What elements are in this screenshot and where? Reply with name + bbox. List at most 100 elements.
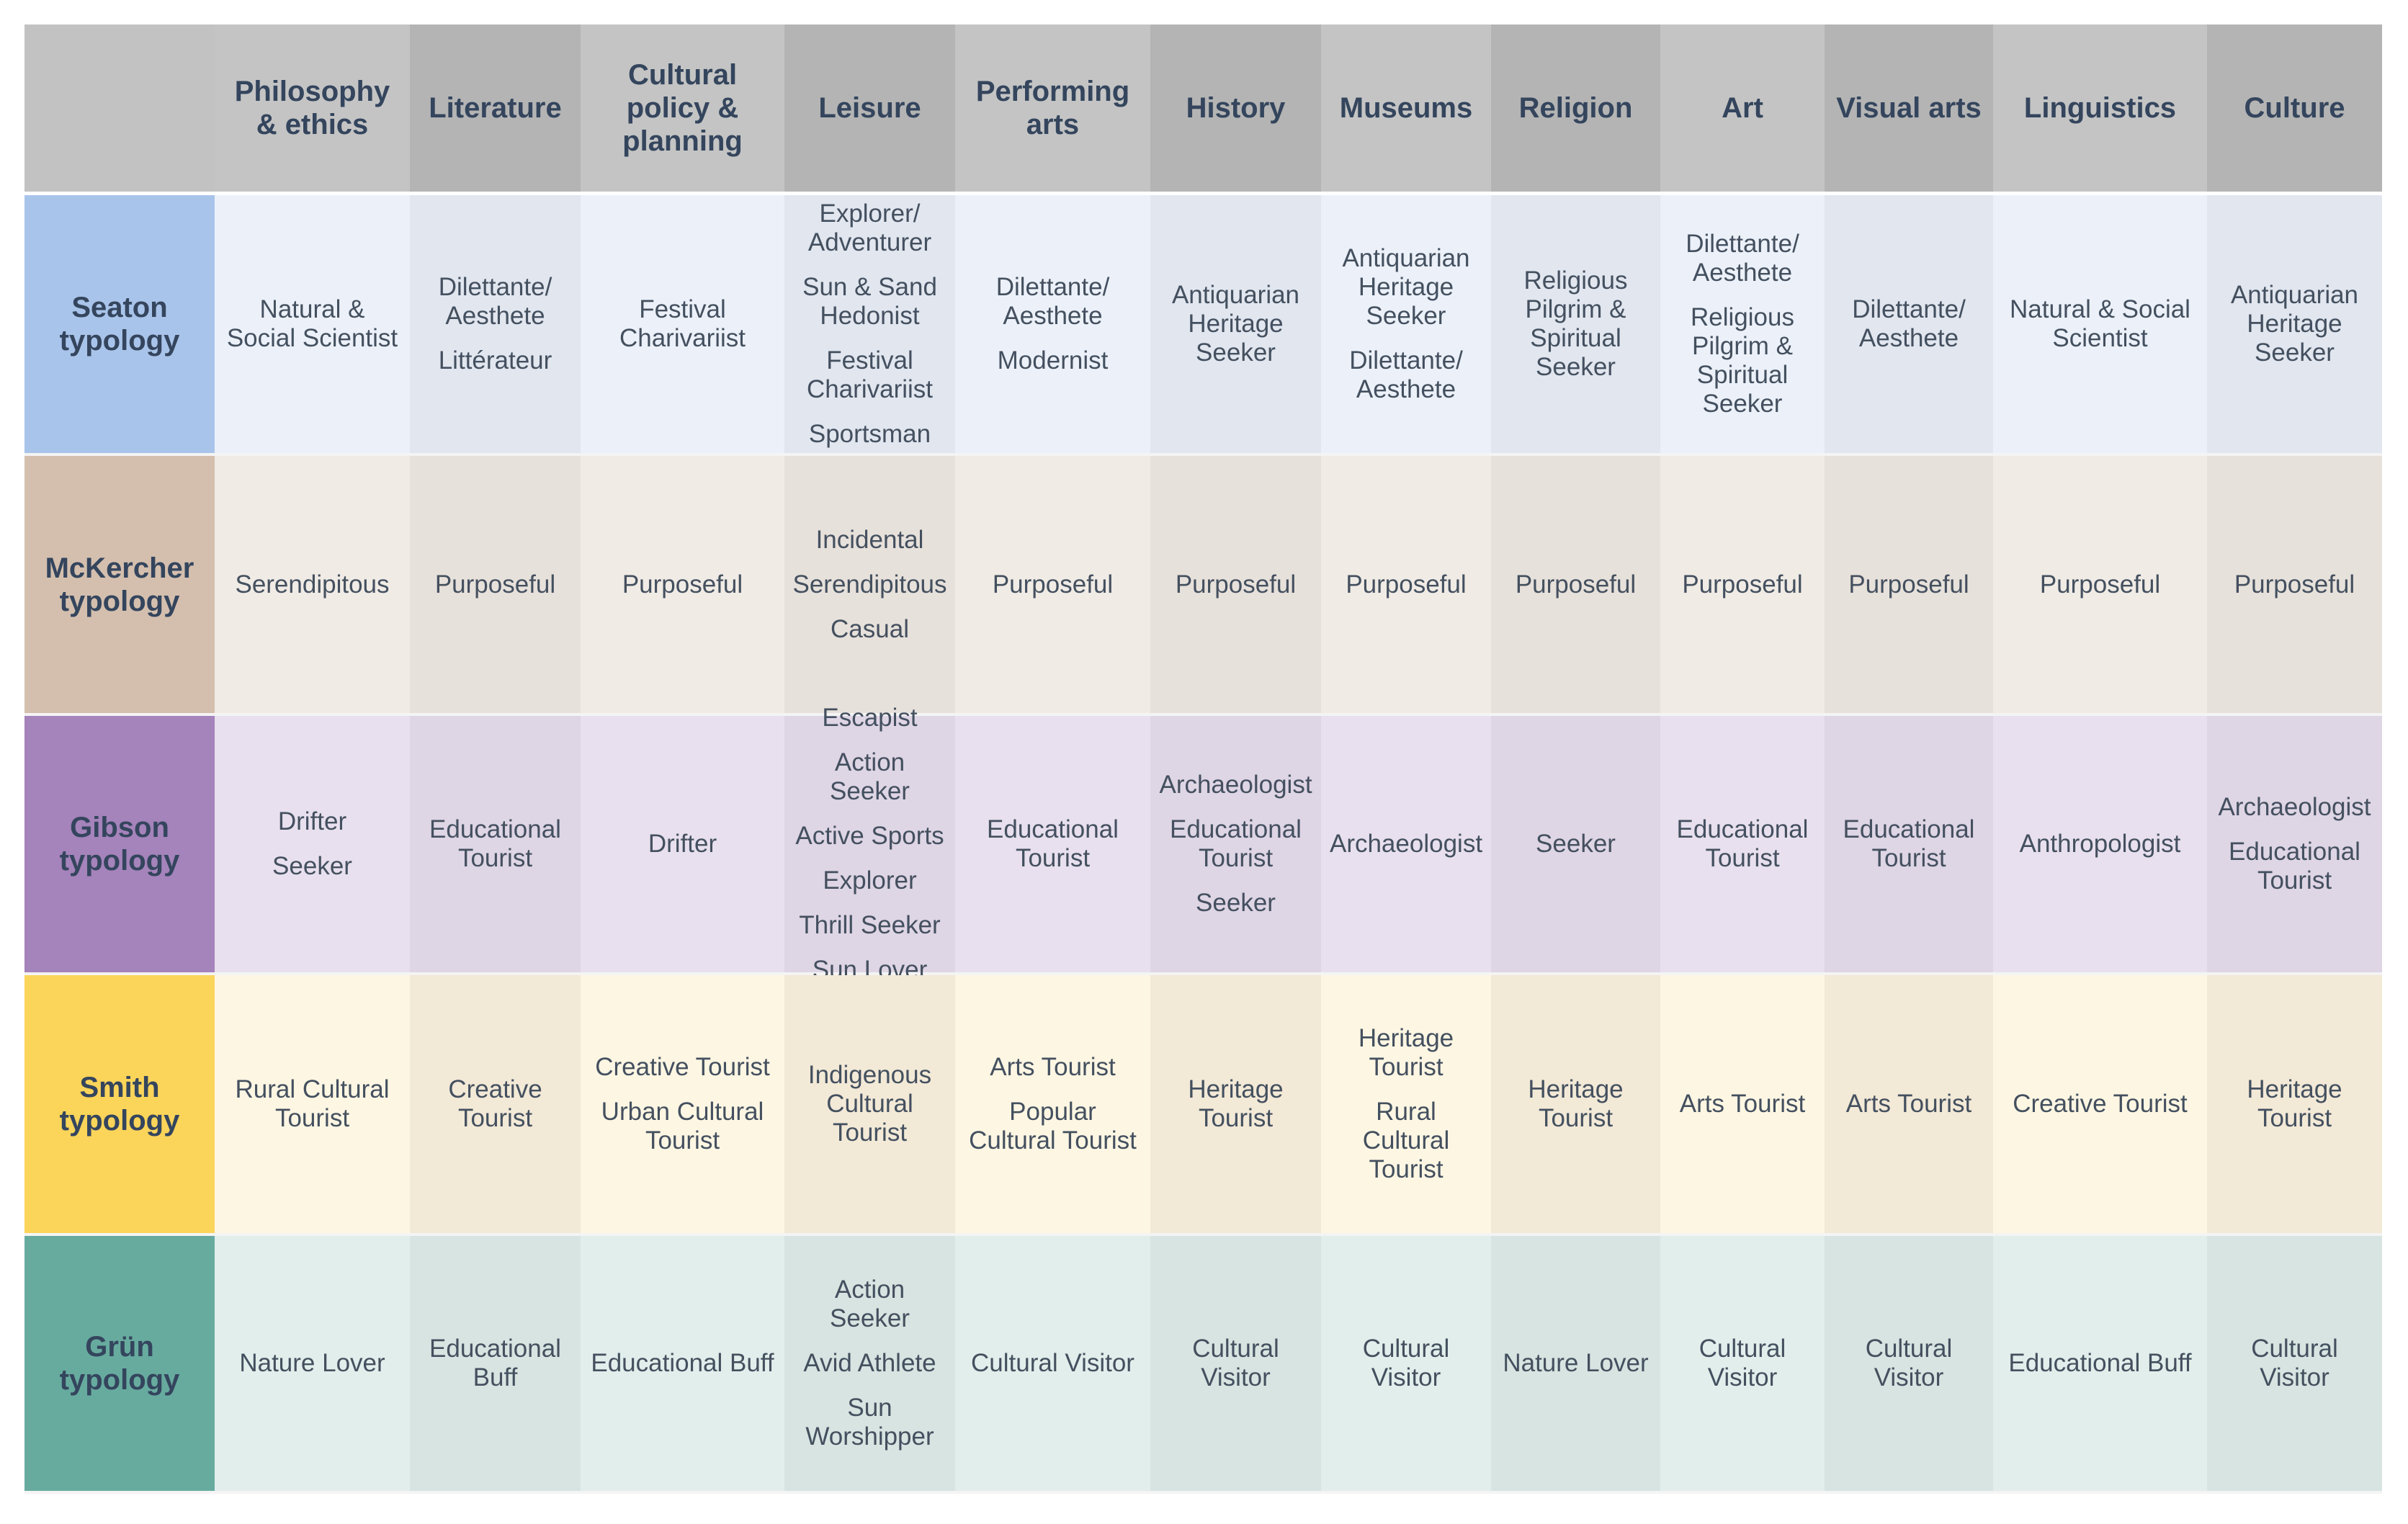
column-header: Cultural policy & planning — [581, 24, 784, 195]
cell-entry: Archaeologist — [1159, 771, 1312, 799]
table-cell: Purposeful — [1993, 456, 2207, 716]
table-cell: Educational Buff — [410, 1236, 581, 1494]
column-header: Culture — [2207, 24, 2382, 195]
table-cell: Dilettante/ Aesthete — [1825, 195, 1993, 456]
column-header-text: Culture — [2244, 92, 2345, 124]
cell-entry: Educational Buff — [429, 1335, 561, 1391]
column-header: Visual arts — [1825, 24, 1993, 195]
cell-entry: Antiquarian Heritage Seeker — [2230, 281, 2359, 367]
column-header-text: Museums — [1339, 92, 1473, 124]
table-cell: Antiquarian Heritage Seeker — [1150, 195, 1321, 456]
cell-entry: Natural & Social Scientist — [2010, 295, 2190, 352]
table-cell: Purposeful — [1825, 456, 1993, 716]
cell-entry: Incidental — [815, 525, 924, 554]
cell-entry: Antiquarian Heritage Seeker — [1342, 244, 1470, 330]
cell-entry: Heritage Tourist — [1358, 1024, 1454, 1081]
table-cell: Arts Tourist — [1660, 975, 1825, 1236]
column-header-text: Visual arts — [1836, 92, 1982, 124]
table-cell: Religious Pilgrim & Spiritual Seeker — [1491, 195, 1660, 456]
table-cell: Purposeful — [581, 456, 784, 716]
cell-entry: Dilettante/ Aesthete — [995, 273, 1110, 330]
cell-entry: Sun & Sand Hedonist — [802, 273, 937, 330]
cell-entry: Littérateur — [438, 346, 552, 375]
cell-entry: Religious Pilgrim & Spiritual Seeker — [1523, 266, 1628, 381]
cell-entry: Cultural Visitor — [1362, 1335, 1450, 1391]
row-label-text: Smith typology — [59, 1072, 180, 1137]
table-cell: Incidental Serendipitous Casual — [784, 456, 955, 716]
cell-entry: Rural Cultural Tourist — [235, 1075, 390, 1132]
typology-table: Philosophy & ethics Literature Cultural po… — [24, 24, 2382, 1494]
column-header: History — [1150, 24, 1321, 195]
cell-entry: Thrill Seeker — [799, 911, 941, 939]
table-cell: Educational Buff — [1993, 1236, 2207, 1494]
column-header-text: Religion — [1518, 92, 1633, 124]
cell-entry: Purposeful — [1346, 570, 1467, 599]
table-cell: Rural Cultural Tourist — [215, 975, 410, 1236]
cell-entry: Sportsman — [808, 420, 931, 448]
table-cell: Educational Tourist — [955, 716, 1150, 975]
cell-entry: Purposeful — [992, 570, 1114, 599]
cell-entry: Purposeful — [1175, 570, 1297, 599]
cell-entry: Popular Cultural Tourist — [969, 1098, 1137, 1155]
row-label-text: Seaton typology — [59, 292, 180, 357]
table-cell: Escapist Action Seeker Active Sports Explor… — [784, 704, 955, 984]
cell-entry: Explorer/ Adventurer — [807, 200, 932, 256]
cell-entry: Cultural Visitor — [1192, 1335, 1279, 1391]
table-cell: Cultural Visitor — [2207, 1236, 2382, 1494]
cell-entry: Cultural Visitor — [1698, 1335, 1786, 1391]
table-cell: Cultural Visitor — [1150, 1236, 1321, 1494]
column-header: Museums — [1321, 24, 1491, 195]
table-cell: Creative Tourist Urban Cultural Tourist — [581, 975, 784, 1236]
cell-entry: Cultural Visitor — [1865, 1335, 1953, 1391]
column-header-text: Linguistics — [2023, 92, 2177, 124]
column-header: Religion — [1491, 24, 1660, 195]
cell-entry: Religious Pilgrim & Spiritual Seeker — [1691, 303, 1794, 418]
cell-entry: Creative Tourist — [2013, 1090, 2188, 1118]
column-header: Art — [1660, 24, 1825, 195]
cell-entry: Dilettante/ Aesthete — [1349, 346, 1463, 403]
cell-entry: Cultural Visitor — [2251, 1335, 2338, 1391]
cell-entry: Dilettante/ Aesthete — [438, 273, 552, 330]
cell-entry: Escapist — [822, 704, 918, 732]
cell-entry: Archaeologist — [2218, 793, 2371, 821]
cell-entry: Educational Tourist — [1676, 815, 1809, 872]
cell-entry: Educational Tourist — [429, 815, 561, 872]
table-cell: Creative Tourist — [1993, 975, 2207, 1236]
column-header-text: Literature — [429, 92, 562, 124]
cell-entry: Seeker — [1536, 830, 1616, 858]
column-header-text: Philosophy & ethics — [234, 76, 390, 140]
row-label-text: Grün typology — [59, 1331, 180, 1396]
column-header-text: History — [1186, 92, 1286, 124]
column-header-text: Leisure — [818, 92, 921, 124]
table-cell: Purposeful — [955, 456, 1150, 716]
cell-entry: Rural Cultural Tourist — [1362, 1098, 1450, 1183]
cell-entry: Purposeful — [1682, 570, 1803, 599]
cell-entry: Cultural Visitor — [971, 1349, 1134, 1377]
cell-entry: Arts Tourist — [1845, 1090, 1972, 1118]
cell-entry: Drifter — [277, 807, 347, 835]
table-cell: Heritage Tourist Rural Cultural Tourist — [1321, 975, 1491, 1236]
table-cell: Purposeful — [1321, 456, 1491, 716]
corner-cell — [24, 24, 215, 195]
table-cell: Action Seeker Avid Athlete Sun Worshipper — [784, 1236, 955, 1494]
cell-entry: Serendipitous — [792, 570, 947, 599]
cell-entry: Anthropologist — [2019, 830, 2181, 858]
table-cell: Anthropologist — [1993, 716, 2207, 975]
table-cell: Nature Lover — [215, 1236, 410, 1494]
table-cell: Heritage Tourist — [1491, 975, 1660, 1236]
table-cell: Cultural Visitor — [1825, 1236, 1993, 1494]
cell-entry: Avid Athlete — [803, 1349, 936, 1377]
table-cell: Arts Tourist Popular Cultural Tourist — [955, 975, 1150, 1236]
table-cell: Heritage Tourist — [1150, 975, 1321, 1236]
cell-entry: Heritage Tourist — [1528, 1075, 1624, 1132]
table-cell: Educational Tourist — [1660, 716, 1825, 975]
cell-entry: Urban Cultural Tourist — [601, 1098, 764, 1155]
cell-entry: Arts Tourist — [1679, 1090, 1806, 1118]
cell-entry: Casual — [831, 614, 909, 643]
table-cell: Educational Buff — [581, 1236, 784, 1494]
table-cell: Arts Tourist — [1825, 975, 1993, 1236]
row-label: Gibson typology — [24, 716, 215, 975]
cell-entry: Creative Tourist — [448, 1075, 542, 1132]
cell-entry: Purposeful — [622, 570, 743, 599]
cell-entry: Seeker — [272, 852, 352, 880]
